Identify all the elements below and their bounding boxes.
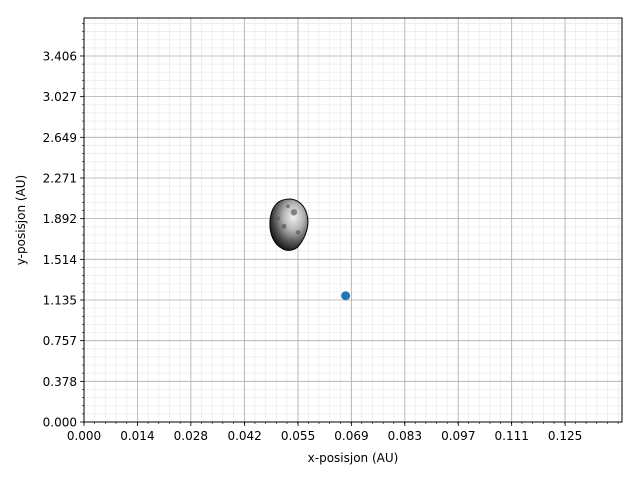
x-tick-label: 0.083: [388, 429, 422, 443]
y-tick-label: 2.271: [43, 171, 77, 185]
x-tick-label: 0.125: [548, 429, 582, 443]
asteroid-crater: [295, 230, 301, 235]
y-tick-label: 2.649: [43, 131, 77, 145]
scatter-point: [341, 291, 351, 301]
plot-frame: [83, 17, 623, 423]
x-tick-label: 0.069: [334, 429, 368, 443]
asteroid-crater: [290, 238, 294, 242]
asteroid-crater: [275, 216, 280, 221]
asteroid-body: [269, 198, 309, 251]
asteroid-crater: [281, 223, 287, 229]
x-tick-label: 0.042: [227, 429, 261, 443]
y-axis-ticks: 0.000 0.378 0.757 1.135 1.514 1.892 2.271 2.649…: [43, 49, 84, 430]
x-axis-label: x-posisjon (AU): [308, 451, 399, 465]
y-tick-label: 3.406: [43, 49, 77, 63]
asteroid-icon: [269, 198, 309, 251]
y-tick-label: 3.027: [43, 90, 77, 104]
y-tick-label: 1.514: [43, 253, 77, 267]
y-tick-label: 0.000: [43, 416, 77, 430]
y-tick-label: 0.378: [43, 375, 77, 389]
x-tick-label: 0.028: [174, 429, 208, 443]
x-tick-label: 0.097: [441, 429, 475, 443]
y-axis-label: y-posisjon (AU): [14, 175, 28, 265]
x-axis-ticks: 0.000 0.014 0.028 0.042 0.055 0.069 0.083 0.097…: [67, 422, 582, 443]
asteroid-crater: [286, 204, 290, 209]
y-tick-label: 1.892: [43, 212, 77, 226]
x-tick-label: 0.111: [495, 429, 529, 443]
x-tick-label: 0.000: [67, 429, 101, 443]
x-tick-label: 0.055: [281, 429, 315, 443]
minor-grid: [82, 18, 622, 424]
major-grid: [83, 18, 622, 423]
x-tick-label: 0.014: [120, 429, 154, 443]
asteroid-crater: [290, 209, 298, 216]
y-tick-label: 0.757: [43, 334, 77, 348]
y-tick-label: 1.135: [43, 293, 77, 307]
data-points: [341, 291, 351, 301]
